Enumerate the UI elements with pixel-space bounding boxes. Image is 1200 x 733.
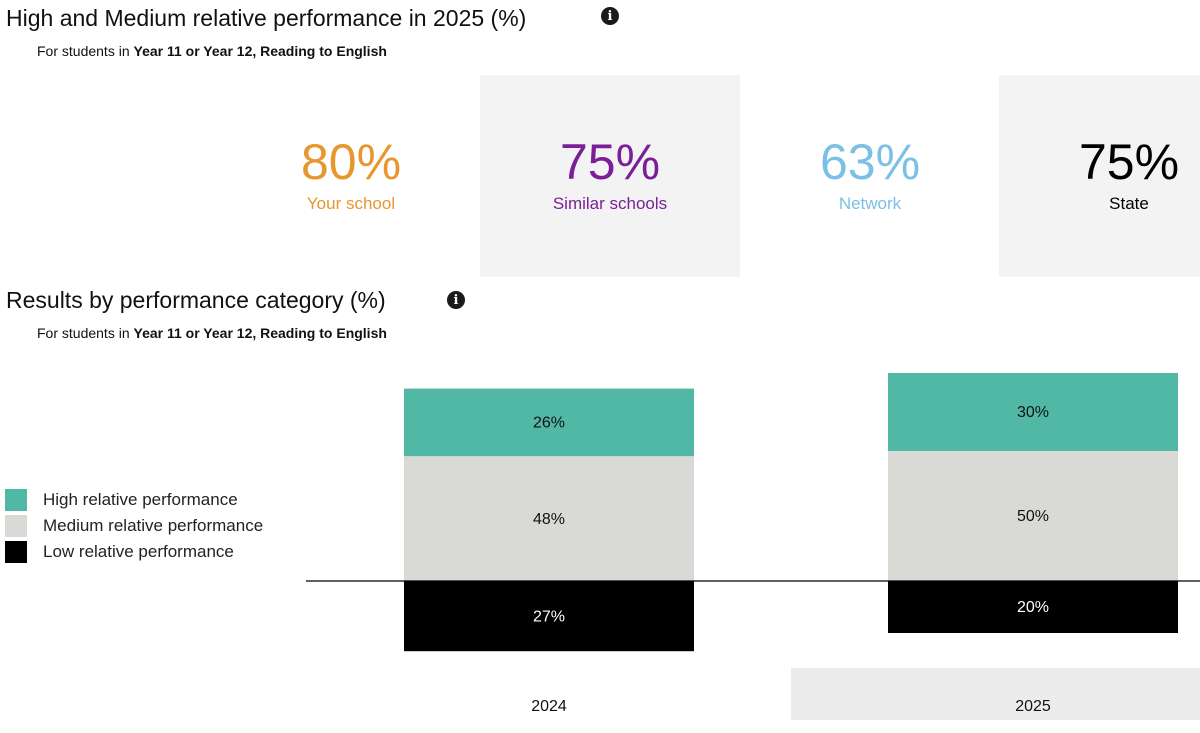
kpi-label: Similar schools xyxy=(552,194,668,213)
kpi-value: 75% xyxy=(559,134,661,190)
x-tick-label-2025: 2025 xyxy=(1015,698,1051,715)
legend-swatch xyxy=(5,541,27,563)
summary-subtitle-focus: Year 11 or Year 12, Reading to English xyxy=(133,43,387,59)
bar-segment-medium-2025 xyxy=(888,451,1178,581)
summary-subtitle-prefix: For students in xyxy=(37,43,134,59)
summary-title: High and Medium relative performance in … xyxy=(6,5,527,31)
legend-label: Low relative performance xyxy=(43,542,234,561)
chart-legend: High relative performance Medium relativ… xyxy=(5,487,263,565)
kpi-your-school: 80% Your school xyxy=(221,75,481,277)
bar-segment-high-2025 xyxy=(888,373,1178,451)
results-subtitle: For students in Year 11 or Year 12, Read… xyxy=(37,325,387,341)
kpi-value: 80% xyxy=(300,134,402,190)
kpi-value: 75% xyxy=(1078,134,1180,190)
summary-subtitle: For students in Year 11 or Year 12, Read… xyxy=(37,43,387,59)
results-title: Results by performance category (%) xyxy=(6,287,386,313)
legend-item-high: High relative performance xyxy=(5,487,263,513)
legend-label: Medium relative performance xyxy=(43,516,264,535)
kpi-state: 75% State xyxy=(999,75,1200,277)
x-tick-label-2024: 2024 xyxy=(531,698,567,715)
bar-label-medium-2025: 50% xyxy=(1017,508,1049,525)
kpi-value: 63% xyxy=(819,134,921,190)
results-subtitle-prefix: For students in xyxy=(37,325,134,341)
legend-swatch xyxy=(5,515,27,537)
kpi-label: State xyxy=(1109,194,1149,213)
bar-segment-low-2025 xyxy=(888,581,1178,633)
bar-label-low-2024: 27% xyxy=(533,608,565,625)
bar-segment-high-2024 xyxy=(404,388,694,457)
legend-item-low: Low relative performance xyxy=(5,539,263,565)
results-subtitle-focus: Year 11 or Year 12, Reading to English xyxy=(133,325,387,341)
legend-item-medium: Medium relative performance xyxy=(5,513,263,539)
info-icon[interactable]: i xyxy=(601,7,619,25)
bar-label-high-2025: 30% xyxy=(1017,404,1049,421)
bar-label-low-2025: 20% xyxy=(1017,599,1049,616)
bar-segment-low-2024 xyxy=(404,581,694,652)
bar-segment-medium-2024 xyxy=(404,456,694,581)
bar-label-medium-2024: 48% xyxy=(533,511,565,528)
kpi-similar-schools: 75% Similar schools xyxy=(480,75,740,277)
kpi-label: Your school xyxy=(306,194,396,213)
legend-swatch xyxy=(5,489,27,511)
category-highlight-band xyxy=(791,668,1200,720)
bar-label-high-2024: 26% xyxy=(533,415,565,432)
kpi-label: Network xyxy=(838,194,902,213)
info-icon[interactable]: i xyxy=(447,291,465,309)
legend-label: High relative performance xyxy=(43,490,238,509)
kpi-network: 63% Network xyxy=(740,75,1000,277)
